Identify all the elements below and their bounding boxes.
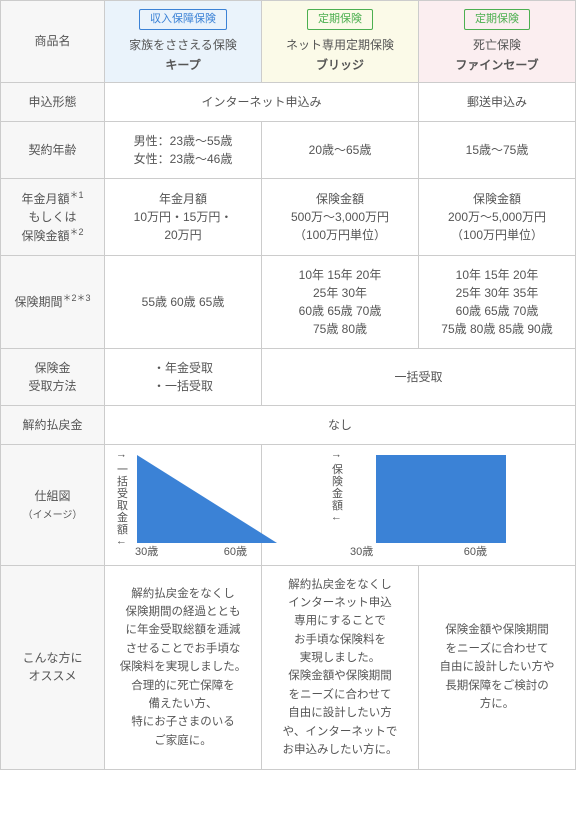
cell-payout-merged: 一括受取 <box>262 348 576 405</box>
diagram-triangle: ↑ 一括受取金額 ↓ 30歳60歳 <box>105 444 262 565</box>
cell-amount-2: 保険金額500万～3,000万円（100万円単位） <box>262 178 419 255</box>
cell-age-1: 男性：23歳～55歳女性：23歳～46歳 <box>105 121 262 178</box>
header-payout: 保険金受取方法 <box>1 348 105 405</box>
cell-amount-3: 保険金額200万～5,000万円（100万円単位） <box>419 178 576 255</box>
header-diagram: 仕組図 （イメージ） <box>1 444 105 565</box>
cell-period-2: 10年 15年 20年25年 30年60歳 65歳 70歳75歳 80歳 <box>262 255 419 348</box>
header-amount: 年金月額＊1 もしくは 保険金額＊2 <box>1 178 105 255</box>
header-product-name: 商品名 <box>1 1 105 83</box>
cell-payout-1: ・年金受取・一括受取 <box>105 348 262 405</box>
cell-apply-internet: インターネット申込み <box>105 82 419 121</box>
cell-apply-mail: 郵送申込み <box>419 82 576 121</box>
comparison-table: 商品名 収入保障保険 家族をささえる保険キープ 定期保険 ネット専用定期保険ブリ… <box>0 0 576 770</box>
product-header-1: 収入保障保険 家族をささえる保険キープ <box>105 1 262 83</box>
cell-rec-1: 解約払戻金をなくし保険期間の経過とともに年金受取総額を逓減させることでお手頃な保… <box>105 565 262 770</box>
cell-period-1: 55歳 60歳 65歳 <box>105 255 262 348</box>
header-period: 保険期間＊2＊3 <box>1 255 105 348</box>
header-apply: 申込形態 <box>1 82 105 121</box>
header-recommend: こんな方にオススメ <box>1 565 105 770</box>
header-surrender: 解約払戻金 <box>1 405 105 444</box>
product-header-3: 定期保険 死亡保険ファインセーブ <box>419 1 576 83</box>
tag-income: 収入保障保険 <box>139 9 227 30</box>
product-header-2: 定期保険 ネット専用定期保険ブリッジ <box>262 1 419 83</box>
rect-shape <box>376 455 506 543</box>
header-age: 契約年齢 <box>1 121 105 178</box>
triangle-shape <box>137 455 277 543</box>
cell-age-2: 20歳～65歳 <box>262 121 419 178</box>
cell-surrender: なし <box>105 405 576 444</box>
diagram-rect: ↑ 保険金額 ↓ 30歳60歳 <box>262 444 576 565</box>
cell-period-3: 10年 15年 20年25年 30年 35年60歳 65歳 70歳75歳 80歳… <box>419 255 576 348</box>
tag-term: 定期保険 <box>307 9 373 30</box>
cell-amount-1: 年金月額10万円・15万円・20万円 <box>105 178 262 255</box>
cell-rec-3: 保険金額や保険期間をニーズに合わせて自由に設計したい方や長期保障をご検討の方に。 <box>419 565 576 770</box>
cell-rec-2: 解約払戻金をなくしインターネット申込専用にすることでお手頃な保険料を実現しました… <box>262 565 419 770</box>
cell-age-3: 15歳～75歳 <box>419 121 576 178</box>
tag-term: 定期保険 <box>464 9 530 30</box>
